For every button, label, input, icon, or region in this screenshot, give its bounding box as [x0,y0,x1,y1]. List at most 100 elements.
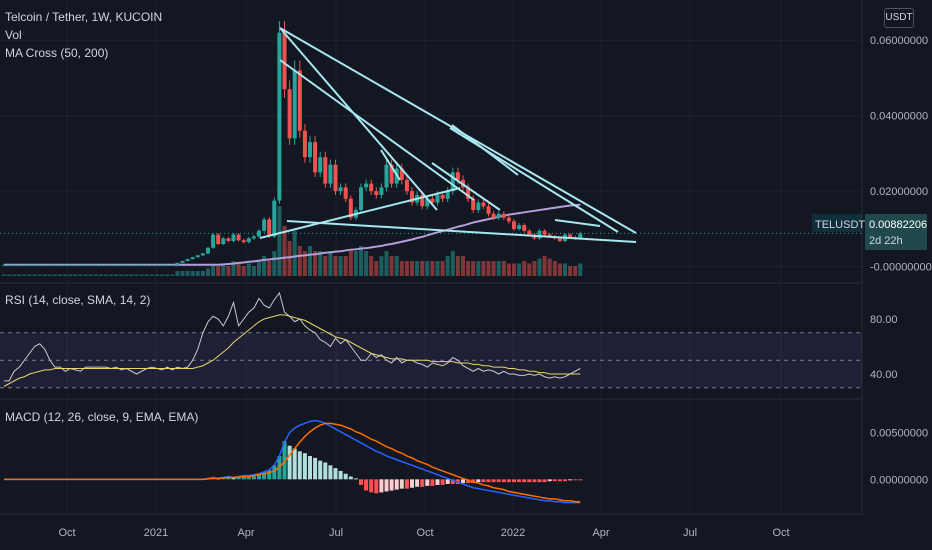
volume-bar [257,261,261,276]
macd-histogram-bar [522,479,527,483]
macd-histogram-bar [313,457,318,480]
trendline [279,59,475,201]
volume-bar [236,263,241,276]
candle-body [435,194,440,203]
rsi-line [4,291,581,382]
volume-bar [231,261,236,276]
volume-bar [496,261,501,276]
candle-body [318,157,323,173]
volume-bar [302,251,307,276]
candle-body [114,264,119,266]
trendline [259,187,461,239]
candle-body [37,264,42,266]
candle-body [251,236,256,239]
macd-histogram-bar [410,479,414,488]
volume-bar [359,246,363,276]
volume-bar [149,274,154,276]
volume-bar [374,261,379,276]
candle-body [180,261,185,263]
candle-body [88,264,93,266]
price-tick-label: 0.06000000 [870,35,928,47]
candle-body [155,264,159,266]
ma-label[interactable]: MA Cross (50, 200) [5,46,109,60]
macd-histogram-bar [425,479,430,486]
candle-body [277,32,282,201]
volume-bar [440,261,445,276]
candle-body [557,238,562,242]
macd-label[interactable]: MACD (12, 26, close, 9, EMA, EMA) [5,410,199,424]
candle-body [32,264,37,266]
candle-body [430,198,435,203]
volume-bar [160,274,165,276]
volume-bar [12,274,17,276]
trendline [451,124,519,176]
macd-histogram-bar [568,479,573,481]
volume-bar [399,261,404,276]
candle-body [149,264,154,266]
candle-body [410,191,414,203]
volume-bar [532,261,537,276]
candle-body [73,264,78,266]
volume-bar [481,261,486,276]
macd-histogram-bar [394,479,399,490]
macd-histogram-bar [461,479,465,484]
candle-body [313,142,318,173]
volume-bar [282,226,287,276]
volume-bar [98,274,103,276]
symbol-title[interactable]: Telcoin / Tether, 1W, KUCOIN [5,10,163,24]
volume-bar [180,271,185,276]
rsi-label[interactable]: RSI (14, close, SMA, 14, 2) [5,293,151,307]
price-tag-countdown: 2d 22h [869,235,903,247]
volume-bar [83,274,88,276]
macd-histogram-bar [517,479,522,483]
trendline [431,162,501,211]
volume-bar [292,231,297,276]
macd-histogram-bar [318,460,323,480]
volume-bar [144,274,149,276]
volume-bar [522,261,527,276]
candle-body [262,219,267,231]
candle-body [160,264,165,266]
volume-bar [68,274,73,276]
macd-histogram-bar [379,479,384,493]
volume-bar [22,274,27,276]
macd-tick-label: 0.00000000 [870,474,928,486]
volume-bar [58,274,63,276]
candle-body [287,89,292,139]
volume-bar [343,256,348,276]
rsi-band [0,332,862,389]
volume-bar [328,251,333,276]
macd-histogram-bar [364,479,369,491]
x-tick-label: 2022 [501,527,525,539]
candle-body [578,233,583,239]
currency-button[interactable]: USDT [884,8,914,28]
macd-histogram-bar [262,471,267,480]
volume-bar [563,263,567,276]
candle-body [471,198,476,211]
x-tick-label: Jul [683,527,697,539]
volume-bar [542,256,547,276]
volume-bar [251,266,256,276]
volume-label[interactable]: Vol [5,28,22,42]
macd-histogram-bar [328,465,333,480]
candle-body [527,230,532,235]
macd-tick-label: 0.00500000 [870,428,928,440]
candle-body [63,264,68,266]
x-tick-label: Oct [58,527,75,539]
macd-histogram-bar [399,479,404,489]
macd-histogram-bar [308,456,312,480]
candle-body [297,70,302,131]
rsi-legend: RSI (14, close, SMA, 14, 2) [5,291,150,309]
volume-bar [104,274,108,276]
volume-bar [557,263,562,276]
candle-body [292,70,297,139]
candle-body [542,230,547,235]
rsi-tick-label: 40.00 [870,369,898,381]
candle-body [481,202,486,207]
macd-histogram-bar [532,479,537,483]
volume-bar [7,274,12,276]
candle-body [517,225,522,229]
candle-body [506,217,511,222]
candle-body [78,264,83,266]
